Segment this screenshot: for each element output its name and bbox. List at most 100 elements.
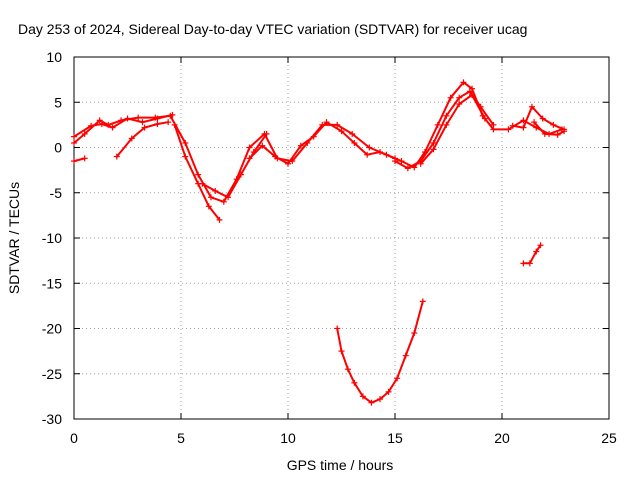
data-point (135, 114, 142, 121)
data-point (417, 160, 424, 167)
data-point (430, 139, 437, 146)
series-line (201, 132, 268, 199)
data-point (404, 165, 411, 172)
data-point (128, 135, 135, 142)
data-point (460, 79, 467, 86)
data-point (338, 348, 345, 355)
data-point (402, 352, 409, 359)
data-point (182, 153, 189, 160)
data-point (96, 117, 103, 124)
data-point (71, 133, 77, 140)
data-point (526, 260, 533, 267)
series-line (419, 94, 486, 165)
x-tick-label: 20 (494, 430, 510, 446)
data-point (541, 130, 548, 137)
data-point (124, 115, 131, 122)
x-tick-label: 5 (177, 430, 185, 446)
data-series-sat-i (417, 92, 488, 167)
data-point (377, 396, 384, 403)
data-point (334, 325, 341, 332)
data-point (561, 128, 568, 135)
y-tick-label: -30 (42, 411, 62, 427)
data-point (394, 375, 401, 382)
data-point (443, 112, 450, 119)
data-point (447, 94, 454, 101)
data-point (216, 216, 223, 223)
data-point (141, 124, 148, 131)
grid (74, 57, 609, 419)
data-point (220, 198, 227, 205)
data-point (310, 133, 317, 140)
y-tick-label: 0 (54, 140, 62, 156)
data-point (154, 120, 161, 127)
data-point (338, 128, 345, 135)
data-series-sat-d (113, 119, 172, 160)
data-point (368, 399, 375, 406)
y-tick-label: -10 (42, 230, 62, 246)
data-point (537, 242, 544, 249)
y-tick-label: -25 (42, 366, 62, 382)
data-series-sat-k (531, 119, 568, 138)
data-point (550, 121, 557, 128)
data-point (490, 121, 497, 128)
data-point (272, 153, 279, 160)
data-point (456, 101, 463, 108)
data-point (443, 121, 450, 128)
data-series-sat-b (71, 155, 88, 165)
y-tick-label: -5 (50, 185, 63, 201)
y-tick-label: 5 (54, 94, 62, 110)
data-point (71, 158, 77, 165)
data-point (351, 379, 358, 386)
data-point (246, 144, 253, 151)
data-point (297, 142, 304, 149)
data-point (351, 139, 358, 146)
data-series-sat-e (171, 121, 223, 223)
data-point (81, 155, 88, 162)
data-point (109, 124, 116, 131)
series-line (522, 244, 542, 265)
data-point (398, 158, 405, 165)
data-point (285, 160, 291, 167)
data-series-sat-f (199, 130, 270, 201)
data-point (344, 366, 351, 373)
x-tick-label: 10 (280, 430, 296, 446)
data-point (366, 144, 373, 151)
data-point (205, 203, 212, 210)
data-point (531, 119, 538, 126)
data-point (359, 393, 366, 400)
data-point (113, 153, 120, 160)
data-point (182, 139, 189, 146)
data-point (505, 126, 512, 133)
data-point (469, 92, 476, 99)
data-point (334, 121, 341, 128)
series-line (248, 121, 396, 165)
data-point (263, 130, 270, 137)
data-point (88, 122, 95, 129)
data-point (419, 298, 426, 305)
data-point (481, 115, 488, 122)
chart-title: Day 253 of 2024, Sidereal Day-to-day VTE… (18, 21, 527, 37)
data-series-sat-a (71, 79, 565, 205)
data-point (259, 142, 266, 149)
data-point (377, 149, 384, 156)
data-point (195, 171, 202, 178)
x-tick-label: 0 (70, 430, 78, 446)
series-line (533, 121, 566, 136)
data-point (207, 194, 214, 201)
data-point (539, 115, 546, 122)
data-series-sat-l (334, 298, 426, 406)
data-point (71, 139, 77, 146)
data-point (81, 130, 88, 137)
data-point (554, 131, 561, 138)
data-point (323, 119, 330, 126)
data-point (139, 119, 146, 126)
y-tick-label: -20 (42, 321, 62, 337)
y-tick-label: -15 (42, 275, 62, 291)
data-point (466, 88, 473, 95)
series-line (336, 300, 424, 404)
series-line (73, 81, 563, 203)
data-point (434, 121, 441, 128)
data-point (520, 124, 527, 131)
y-axis-label: SDTVAR / TECUs (6, 182, 22, 294)
data-point (225, 194, 232, 201)
